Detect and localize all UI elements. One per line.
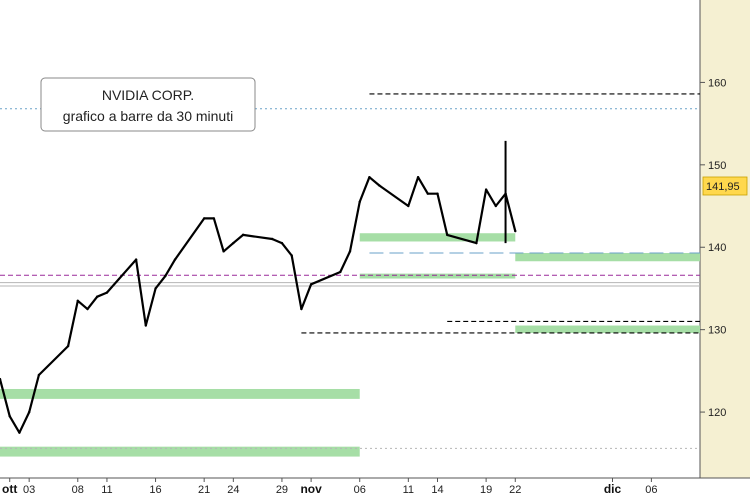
- x-tick-label-13: 22: [509, 484, 521, 496]
- price-point-29: [377, 184, 381, 187]
- price-point-27: [358, 200, 361, 204]
- x-tick-label-6: 24: [227, 484, 239, 496]
- x-tick-label-12: 19: [480, 484, 492, 496]
- y-tick-label-2: 140: [708, 242, 726, 254]
- price-point-33: [436, 192, 439, 195]
- price-point-1: [8, 414, 11, 418]
- price-point-28: [368, 175, 371, 179]
- price-axis-panel: [700, 0, 750, 478]
- x-tick-label-1: 03: [23, 484, 35, 496]
- price-point-6: [76, 299, 79, 303]
- chart-subtitle: grafico a barre da 30 minuti: [63, 108, 233, 124]
- price-point-10: [134, 258, 138, 261]
- price-point-14: [173, 258, 177, 261]
- price-point-22: [290, 254, 293, 257]
- price-point-16: [212, 217, 216, 220]
- price-point-34: [446, 233, 449, 237]
- x-tick-label-8: nov: [300, 482, 322, 496]
- chart-title: NVIDIA CORP.: [102, 87, 194, 103]
- support-zone-4: [515, 253, 700, 262]
- price-point-8: [96, 295, 99, 298]
- price-point-25: [339, 270, 342, 274]
- price-point-9: [105, 291, 109, 294]
- x-tick-label-4: 16: [149, 484, 161, 496]
- last-price-box: [702, 176, 748, 196]
- price-point-12: [154, 287, 157, 290]
- price-point-21: [280, 241, 284, 245]
- price-point-11: [144, 324, 148, 327]
- price-point-36: [484, 188, 488, 191]
- x-tick-label-3: 11: [101, 484, 112, 496]
- x-tick-label-5: 21: [198, 484, 210, 496]
- support-zone-3: [359, 273, 516, 279]
- price-series-layer: [0, 140, 517, 434]
- price-point-35: [475, 241, 478, 245]
- price-point-15: [202, 217, 206, 220]
- price-point-0: [0, 377, 2, 381]
- price-point-19: [241, 233, 245, 237]
- price-point-23: [300, 307, 303, 311]
- support-zone-1: [0, 446, 360, 457]
- y-tick-label-4: 160: [708, 77, 726, 89]
- x-axis-ticks: ott 03 08 11 16 21 24 29 nov 06 11 14 19 22 dic 06: [2, 478, 658, 496]
- x-tick-label-14: dic: [604, 482, 622, 496]
- price-point-31: [416, 175, 420, 179]
- price-point-7: [86, 307, 89, 311]
- price-point-17: [222, 250, 225, 253]
- price-point-24: [309, 283, 313, 286]
- price-point-32: [426, 192, 429, 195]
- title-box-frame: [40, 77, 256, 132]
- x-tick-label-9: 06: [354, 484, 366, 496]
- chart-title-box: NVIDIA CORP. grafico a barre da 30 minut…: [40, 77, 256, 132]
- price-point-2: [18, 431, 21, 434]
- support-zone-0: [0, 388, 360, 399]
- price-point-4: [37, 373, 41, 377]
- price-point-37: [494, 204, 498, 208]
- price-point-3: [27, 410, 31, 414]
- x-tick-label-15: 06: [645, 484, 657, 496]
- price-point-5: [66, 344, 70, 348]
- support-zones-layer: [0, 233, 700, 457]
- y-axis-ticks: 120 130 140 150 160: [700, 77, 726, 419]
- price-line: [0, 176, 517, 434]
- y-tick-label-0: 120: [708, 407, 726, 419]
- x-tick-label-7: 29: [276, 484, 288, 496]
- x-tick-label-11: 14: [431, 484, 443, 496]
- last-price-marker: 141,95: [702, 176, 748, 196]
- x-tick-label-10: 11: [403, 484, 414, 496]
- price-point-26: [348, 250, 352, 253]
- last-price-label: 141,95: [706, 181, 740, 193]
- price-point-18: [232, 241, 235, 245]
- x-tick-label-0: ott: [2, 482, 17, 496]
- price-point-30: [407, 204, 410, 208]
- price-point-39: [514, 229, 517, 233]
- support-zone-5: [515, 325, 700, 333]
- y-tick-label-1: 130: [708, 325, 726, 337]
- support-zone-2: [359, 233, 516, 242]
- price-point-13: [164, 274, 167, 278]
- price-point-20: [271, 237, 274, 241]
- x-tick-label-2: 08: [72, 484, 84, 496]
- y-tick-label-3: 150: [708, 160, 726, 172]
